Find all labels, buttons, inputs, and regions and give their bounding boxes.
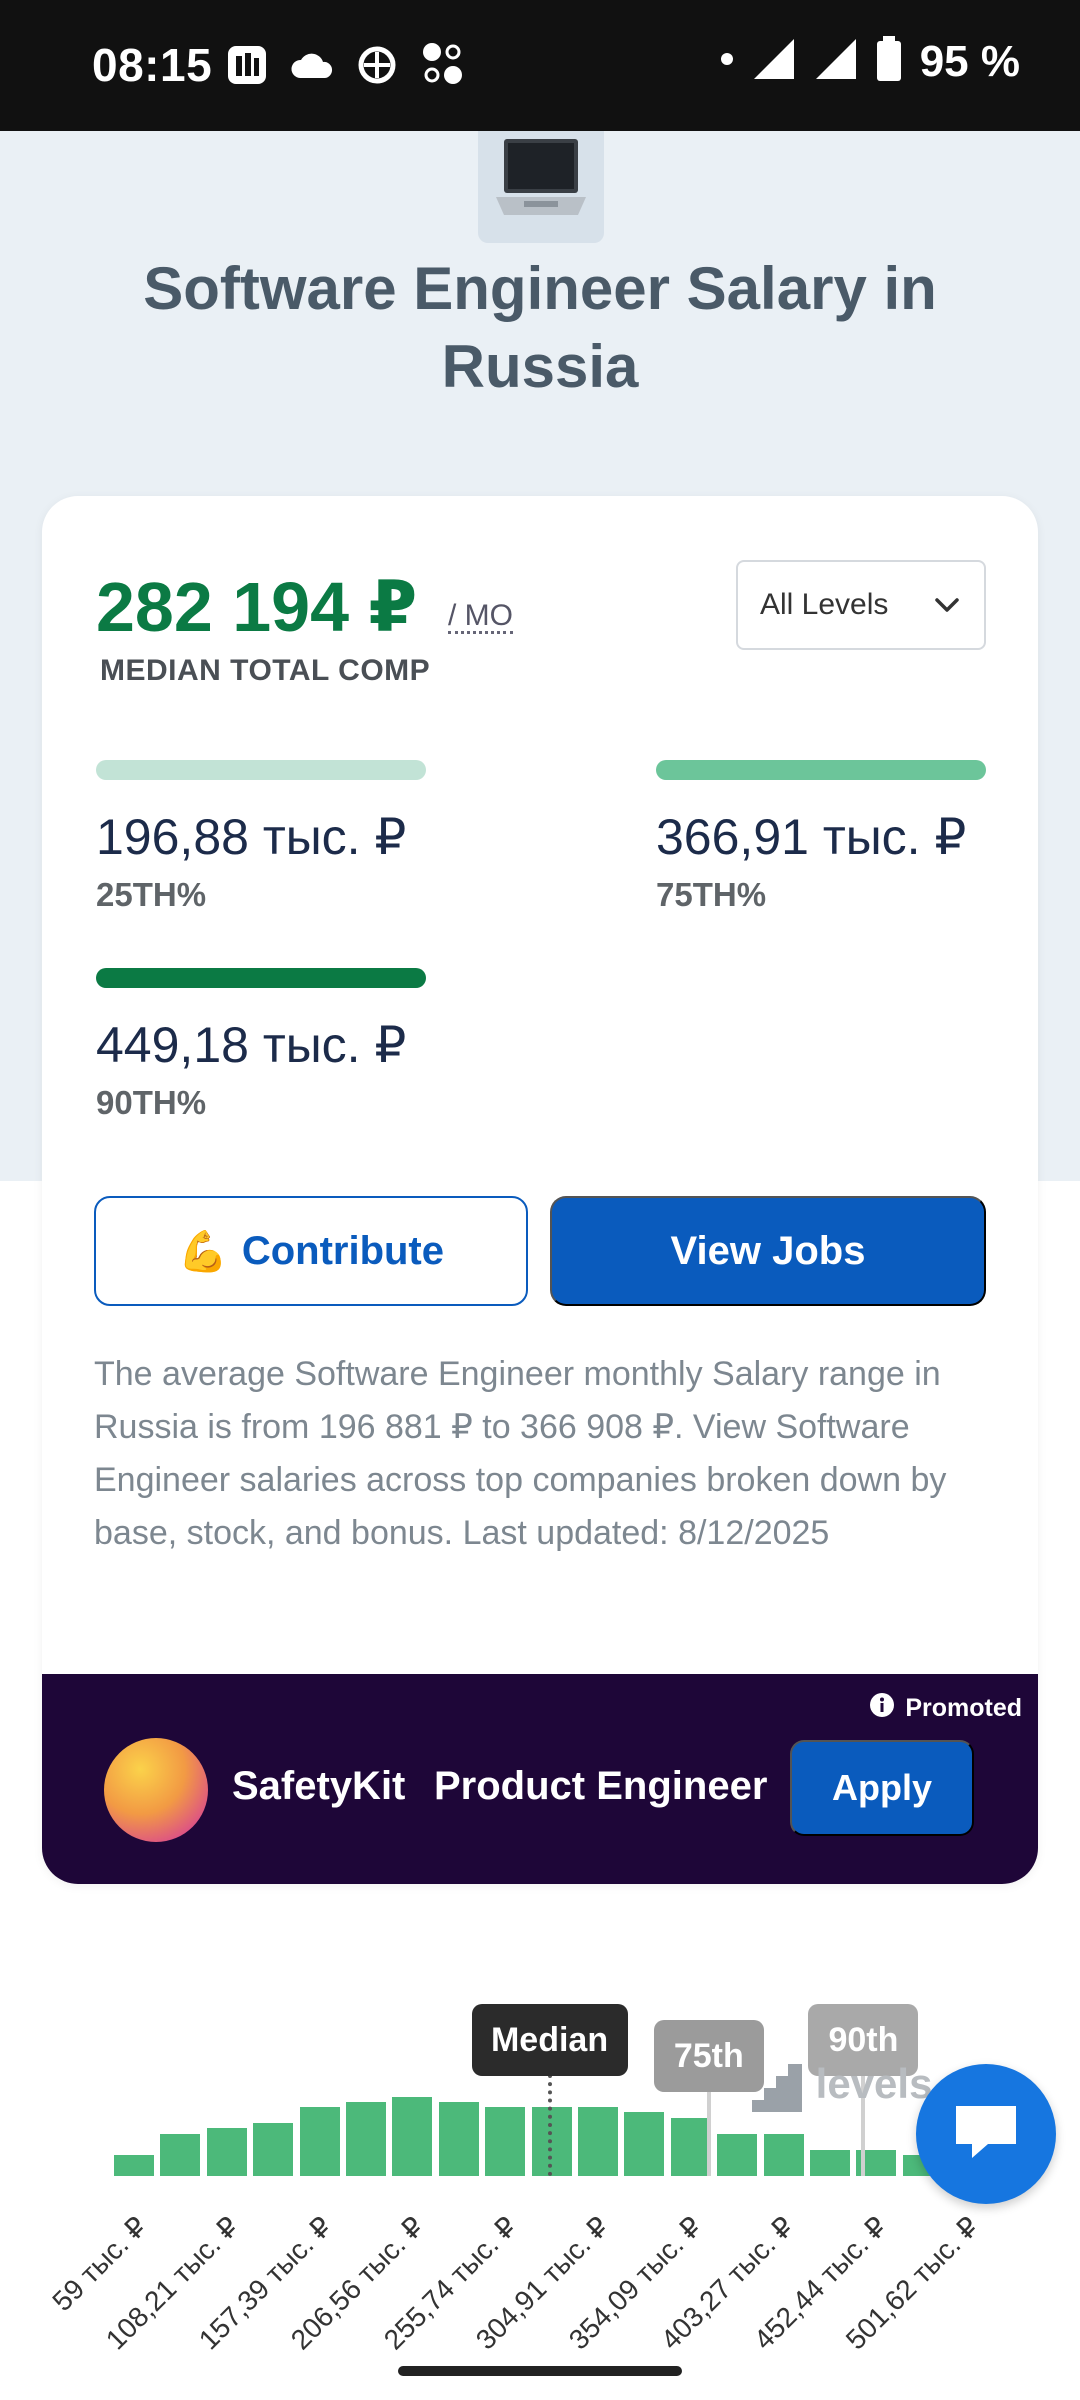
median-label: MEDIAN TOTAL COMP bbox=[100, 654, 431, 687]
salary-description: The average Software Engineer monthly Sa… bbox=[94, 1355, 947, 1552]
p75-value: 366,91 тыс. ₽ bbox=[656, 809, 967, 865]
view-jobs-label: View Jobs bbox=[670, 1228, 866, 1273]
info-icon bbox=[869, 1692, 895, 1725]
p90-bar bbox=[96, 968, 426, 988]
histogram-bar bbox=[299, 2107, 340, 2176]
safetykit-logo bbox=[104, 1738, 208, 1842]
marker-line bbox=[706, 2090, 711, 2176]
p75-bar bbox=[656, 760, 986, 780]
levels-watermark-text: levels bbox=[815, 2060, 933, 2108]
marker-tag: Median bbox=[471, 2004, 628, 2076]
histogram-bar bbox=[531, 2107, 572, 2176]
histogram-bar bbox=[346, 2101, 386, 2176]
salary-card: 282 194 ₽ / MO MEDIAN TOTAL COMP All Lev… bbox=[42, 496, 1038, 1884]
median-value: 282 194 ₽ bbox=[96, 568, 418, 646]
histogram-bar bbox=[485, 2107, 526, 2176]
histogram-bar bbox=[160, 2133, 201, 2176]
page-title: Software Engineer Salary in Russia bbox=[143, 255, 937, 400]
histogram-bar bbox=[763, 2133, 804, 2176]
salary-histogram: Median 75th 90th 59 тыс. ₽108,21 тыс. ₽157,… bbox=[0, 1980, 1080, 2400]
marker-line bbox=[547, 2074, 552, 2176]
status-time: 08:15 bbox=[92, 39, 213, 91]
histogram-bar bbox=[253, 2123, 294, 2176]
histogram-bar bbox=[578, 2107, 618, 2176]
p90-value: 449,18 тыс. ₽ bbox=[96, 1017, 407, 1073]
promoted-label: Promoted bbox=[905, 1694, 1022, 1722]
laptop-icon bbox=[478, 131, 604, 243]
marker-tag: 75th bbox=[653, 2020, 764, 2092]
level-select[interactable]: All Levels bbox=[736, 560, 986, 650]
levels-watermark: levels bbox=[750, 2060, 932, 2114]
battery-percent: 95 % bbox=[919, 36, 1020, 86]
battery-icon bbox=[876, 36, 902, 87]
view-jobs-button[interactable]: View Jobs bbox=[550, 1196, 986, 1306]
level-select-value: All Levels bbox=[760, 588, 889, 621]
median-unit[interactable]: / MO bbox=[448, 599, 513, 634]
chat-button[interactable] bbox=[916, 2064, 1056, 2204]
p25-bar bbox=[96, 760, 426, 780]
histogram-bar bbox=[810, 2149, 850, 2176]
marker-line bbox=[861, 2074, 866, 2176]
dots-app-icon bbox=[420, 40, 466, 93]
notification-app-icon bbox=[226, 44, 268, 91]
chevron-down-icon bbox=[932, 590, 962, 628]
promoted-job-banner[interactable]: Promoted SafetyKit Product Engineer Appl… bbox=[42, 1674, 1038, 1884]
p25-value: 196,88 тыс. ₽ bbox=[96, 809, 407, 865]
chat-icon bbox=[950, 2100, 1022, 2169]
status-right: 95 % bbox=[720, 36, 1020, 87]
flexed-biceps-icon: 💪 bbox=[178, 1229, 228, 1274]
dot-icon bbox=[720, 52, 734, 71]
histogram-bar bbox=[206, 2128, 247, 2176]
home-indicator[interactable] bbox=[398, 2366, 682, 2376]
status-bar: 08:15 95 % bbox=[0, 0, 1080, 131]
histogram-bar bbox=[717, 2133, 758, 2176]
apply-label: Apply bbox=[831, 1767, 932, 1808]
promo-role: Product Engineer bbox=[434, 1764, 768, 1808]
contribute-button[interactable]: 💪 Contribute bbox=[94, 1196, 528, 1306]
signal-icon bbox=[752, 37, 796, 86]
histogram-bar bbox=[670, 2117, 711, 2176]
cloud-icon bbox=[290, 50, 334, 85]
histogram-bar bbox=[438, 2101, 479, 2176]
histogram-bar bbox=[114, 2154, 154, 2176]
p75-label: 75TH% bbox=[656, 876, 767, 913]
signal-icon-2 bbox=[814, 37, 858, 86]
promo-company: SafetyKit bbox=[232, 1764, 406, 1808]
marker-tag: 90th bbox=[808, 2004, 919, 2076]
p90-label: 90TH% bbox=[96, 1084, 207, 1121]
contribute-label: Contribute bbox=[241, 1228, 444, 1273]
vpn-icon bbox=[356, 44, 398, 91]
histogram-bar bbox=[624, 2112, 665, 2176]
p25-label: 25TH% bbox=[96, 876, 207, 913]
histogram-bar bbox=[392, 2096, 433, 2176]
promoted-tag[interactable]: Promoted bbox=[869, 1692, 1022, 1725]
apply-button[interactable]: Apply bbox=[790, 1740, 974, 1836]
